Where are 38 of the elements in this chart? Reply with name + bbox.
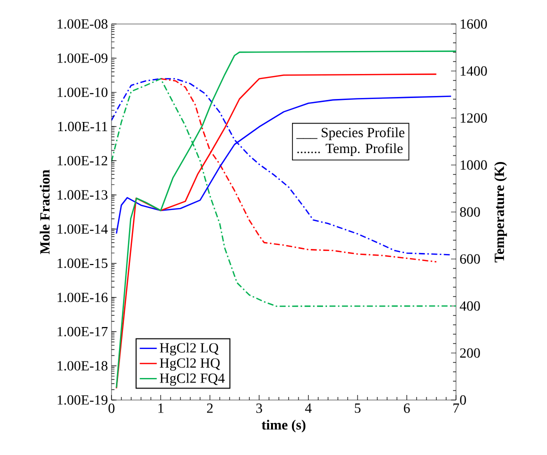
y2-tick-label: 200 xyxy=(460,348,480,358)
x-tick-label: 6 xyxy=(404,404,410,413)
x-tick-label: 3 xyxy=(256,404,262,413)
y-tick-label: 1.00E-14 xyxy=(58,224,108,234)
legend-label: HgCl2 HQ xyxy=(160,358,220,371)
x-tick-label: 7 xyxy=(453,404,460,413)
x-tick-label: 0 xyxy=(108,404,114,413)
y-tick-label: 1.00E-11 xyxy=(58,122,108,132)
legend-label: HgCl2 LQ xyxy=(160,342,218,356)
y2-tick-label: 800 xyxy=(460,207,480,217)
y2-tick-label: 0 xyxy=(460,395,466,405)
y2-tick-label: 600 xyxy=(460,254,480,264)
y2-tick-label: 1400 xyxy=(460,66,487,76)
y2-tick-label: 1000 xyxy=(460,160,487,170)
y-tick-label: 1.00E-09 xyxy=(58,53,108,63)
y2-tick-label: 400 xyxy=(460,301,480,311)
y-tick-label: 1.00E-16 xyxy=(58,292,108,302)
line-series xyxy=(112,78,452,256)
y-axis-title: Mole Fraction xyxy=(40,170,50,254)
y-tick-label: 1.00E-15 xyxy=(58,258,108,268)
y-tick-label: 1.00E-08 xyxy=(58,19,108,29)
y-tick-label: 1.00E-18 xyxy=(58,361,108,371)
y2-tick-label: 1600 xyxy=(460,19,487,29)
x-tick-label: 5 xyxy=(354,404,361,413)
annotation: ___ Species Profile xyxy=(296,127,404,140)
x-tick-label: 4 xyxy=(305,404,312,413)
y2-axis-title: Temperature (K) xyxy=(494,162,507,262)
y2-tick-label: 1200 xyxy=(460,113,487,123)
legend-label: HgCl2 FQ4 xyxy=(160,373,225,386)
y-tick-label: 1.00E-13 xyxy=(58,190,108,200)
y-tick-label: 1.00E-12 xyxy=(58,156,108,166)
y-tick-label: 1.00E-19 xyxy=(58,395,108,405)
y-tick-label: 1.00E-10 xyxy=(58,88,108,98)
x-axis-title: time (s) xyxy=(262,420,306,432)
y-tick-label: 1.00E-17 xyxy=(58,326,108,336)
x-tick-label: 2 xyxy=(207,404,213,413)
annotation: ....... Temp. Profile xyxy=(297,143,403,156)
x-tick-label: 1 xyxy=(158,404,164,413)
